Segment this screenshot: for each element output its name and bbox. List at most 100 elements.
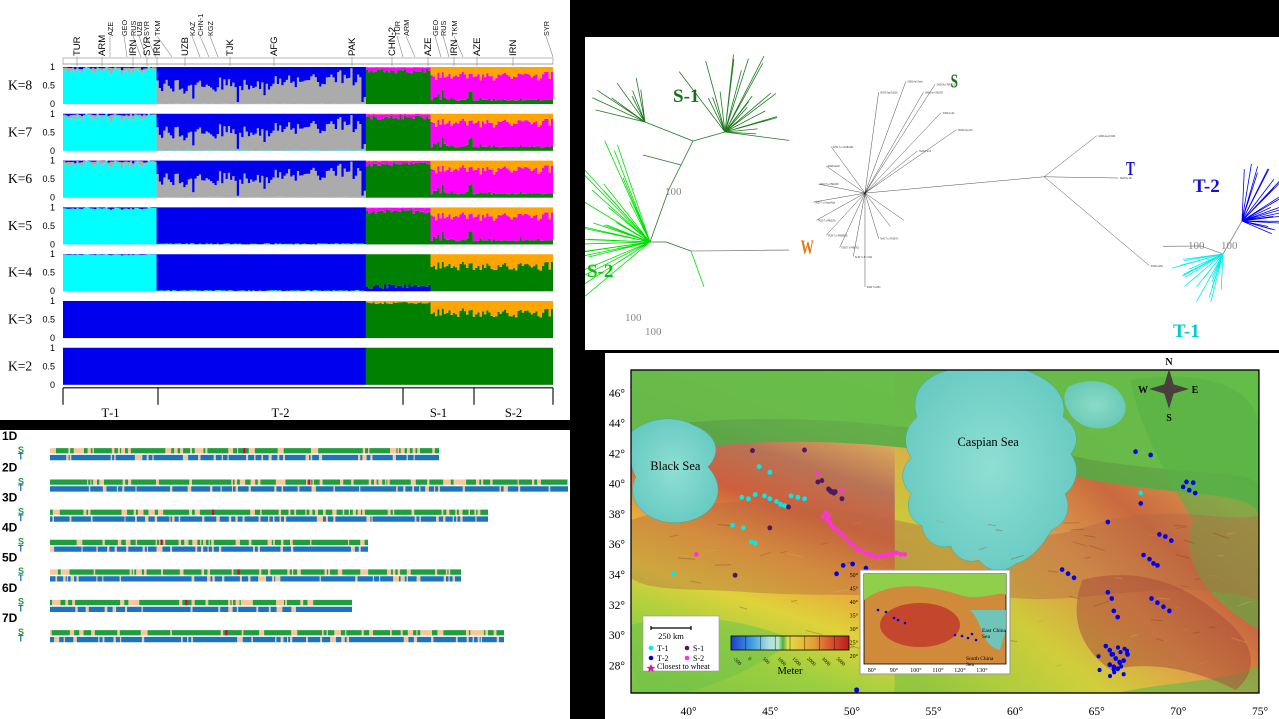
svg-text:TA130 T a t YagmaRoja: TA130 T a t YagmaRoja xyxy=(815,201,836,205)
svg-text:45°: 45° xyxy=(850,586,859,593)
svg-text:ARM: ARM xyxy=(402,20,411,36)
svg-text:KGZ: KGZ xyxy=(206,20,215,36)
svg-text:Caspian Sea: Caspian Sea xyxy=(957,435,1019,449)
svg-text:35°: 35° xyxy=(850,613,859,620)
svg-text:S‑1: S‑1 xyxy=(430,406,447,420)
svg-text:IRN: IRN xyxy=(128,40,139,57)
svg-text:Sea: Sea xyxy=(982,634,991,640)
svg-text:60°: 60° xyxy=(1007,706,1024,718)
svg-text:0: 0 xyxy=(50,333,55,343)
svg-text:SN292 vari00,5261: SN292 vari00,5261 xyxy=(1151,264,1163,268)
svg-text:TA200 Dast00: TA200 Dast00 xyxy=(828,165,841,169)
svg-text:40°: 40° xyxy=(609,479,626,491)
svg-text:T‑1: T‑1 xyxy=(657,644,669,653)
svg-text:S‑2: S‑2 xyxy=(505,406,522,420)
svg-text:TA240 Ae t0A: TA240 Ae t0A xyxy=(942,112,954,116)
svg-text:100: 100 xyxy=(665,186,682,198)
svg-text:0: 0 xyxy=(50,286,55,296)
svg-text:Tsv40 T a t PO50t70: Tsv40 T a t PO50t70 xyxy=(880,237,898,241)
svg-text:1: 1 xyxy=(50,202,55,212)
svg-text:44°: 44° xyxy=(609,418,626,430)
svg-text:PAK: PAK xyxy=(347,37,358,56)
svg-text:T: T xyxy=(18,483,24,493)
svg-text:100: 100 xyxy=(645,326,662,338)
svg-text:120°: 120° xyxy=(954,667,966,674)
svg-text:AFG: AFG xyxy=(269,36,280,56)
svg-text:0.5: 0.5 xyxy=(42,174,55,184)
svg-text:T‑2: T‑2 xyxy=(271,406,289,420)
svg-text:40°: 40° xyxy=(681,706,698,718)
svg-text:TA200 T a PM06702: TA200 T a PM06702 xyxy=(841,246,859,250)
svg-text:CHN‑1: CHN‑1 xyxy=(196,14,205,36)
svg-text:T: T xyxy=(18,573,24,583)
svg-text:T: T xyxy=(18,634,24,644)
svg-text:T‑1: T‑1 xyxy=(101,406,119,420)
svg-text:Black Sea: Black Sea xyxy=(650,459,701,473)
svg-text:K=7: K=7 xyxy=(8,124,32,139)
svg-text:S‑1: S‑1 xyxy=(693,644,704,653)
svg-text:6D: 6D xyxy=(2,581,18,595)
svg-text:30°: 30° xyxy=(850,626,859,633)
svg-text:T: T xyxy=(1126,157,1135,180)
svg-text:65°: 65° xyxy=(1089,706,1106,718)
svg-text:34°: 34° xyxy=(609,570,626,582)
svg-text:50°: 50° xyxy=(844,706,861,718)
svg-text:100: 100 xyxy=(1221,240,1238,252)
svg-text:0.5: 0.5 xyxy=(42,361,55,371)
svg-text:TKM: TKM xyxy=(450,21,459,36)
svg-text:100: 100 xyxy=(1188,240,1205,252)
svg-text:25°: 25° xyxy=(850,640,859,647)
svg-text:SN270 Aeg RL0200: SN270 Aeg RL0200 xyxy=(880,91,898,95)
svg-text:S: S xyxy=(951,70,958,93)
svg-text:K=8: K=8 xyxy=(8,78,32,93)
svg-text:T: T xyxy=(18,452,24,462)
svg-text:Meter: Meter xyxy=(777,666,803,677)
svg-text:IRN: IRN xyxy=(152,40,163,57)
svg-text:T: T xyxy=(18,543,24,553)
svg-text:1: 1 xyxy=(50,296,55,306)
svg-text:1: 1 xyxy=(50,343,55,353)
svg-text:100°: 100° xyxy=(910,667,922,674)
svg-text:80°: 80° xyxy=(868,667,877,674)
svg-text:30°: 30° xyxy=(609,630,626,642)
svg-text:0: 0 xyxy=(50,239,55,249)
svg-text:W: W xyxy=(1138,385,1148,396)
svg-text:TKM: TKM xyxy=(153,21,162,36)
svg-text:0.5: 0.5 xyxy=(42,268,55,278)
svg-text:4D: 4D xyxy=(2,521,18,535)
svg-text:T: T xyxy=(18,513,24,523)
svg-text:70°: 70° xyxy=(1170,706,1187,718)
svg-text:46°: 46° xyxy=(609,388,626,400)
svg-text:K=4: K=4 xyxy=(8,265,32,280)
svg-text:50°: 50° xyxy=(850,572,859,579)
svg-text:7D: 7D xyxy=(2,611,18,625)
svg-text:S-2: S-2 xyxy=(587,261,613,282)
svg-text:AZE: AZE xyxy=(423,38,434,56)
svg-text:1D: 1D xyxy=(2,430,18,443)
svg-text:0.5: 0.5 xyxy=(42,315,55,325)
svg-text:0: 0 xyxy=(50,193,55,203)
svg-text:IRN: IRN xyxy=(508,40,519,57)
svg-text:0: 0 xyxy=(50,380,55,390)
svg-text:W: W xyxy=(801,236,814,259)
svg-text:TA700 T a t VaryBentRe: TA700 T a t VaryBentRe xyxy=(833,145,854,149)
svg-text:SA000 Aa f Dasht: SA000 Aa f Dasht xyxy=(907,80,923,84)
svg-text:5D: 5D xyxy=(2,550,18,564)
svg-text:E: E xyxy=(1192,385,1199,396)
svg-text:SN342 Vavs 372: SN342 Vavs 372 xyxy=(958,128,973,132)
svg-text:TA130 T a t PM066005: TA130 T a t PM066005 xyxy=(828,234,848,238)
svg-text:1: 1 xyxy=(50,109,55,119)
svg-text:130°: 130° xyxy=(976,667,988,674)
svg-text:K=6: K=6 xyxy=(8,171,32,186)
svg-text:0.5: 0.5 xyxy=(42,81,55,91)
svg-text:K=5: K=5 xyxy=(8,218,32,233)
svg-text:AZE: AZE xyxy=(106,22,115,36)
svg-text:0: 0 xyxy=(50,146,55,156)
svg-text:T-1: T-1 xyxy=(1173,321,1200,342)
svg-text:GEO: GEO xyxy=(120,19,129,36)
svg-text:Sea: Sea xyxy=(966,662,975,668)
svg-text:ARM: ARM xyxy=(97,35,108,56)
svg-text:38°: 38° xyxy=(609,509,626,521)
svg-text:SYR: SYR xyxy=(142,21,151,36)
svg-text:N: N xyxy=(1165,357,1173,368)
